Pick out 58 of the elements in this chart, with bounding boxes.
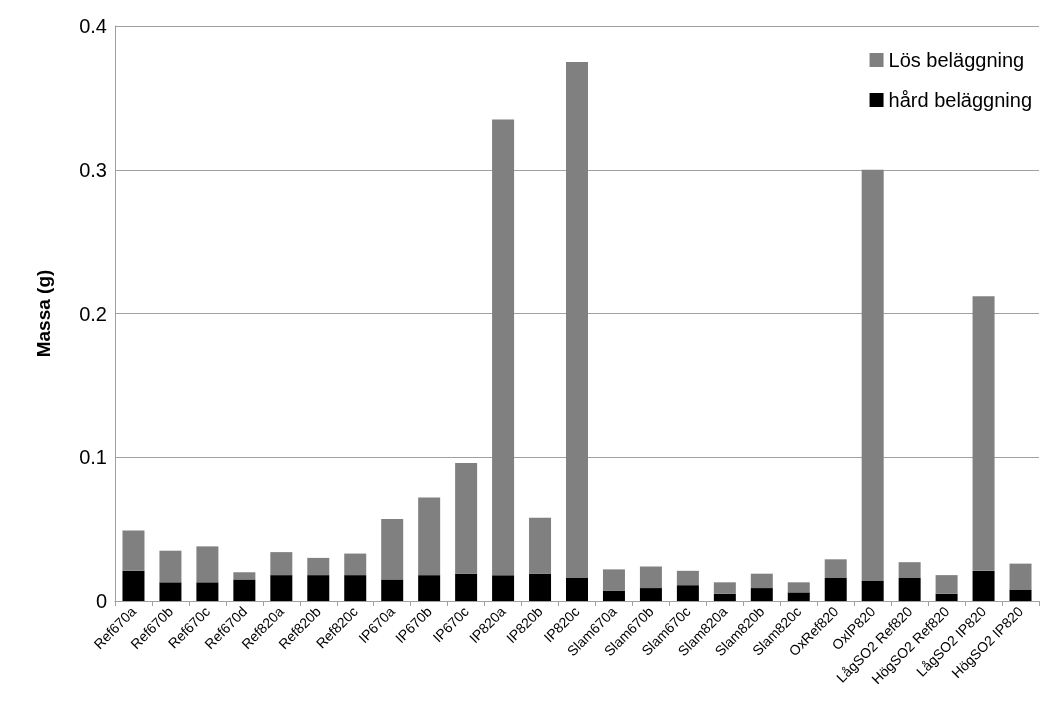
bar (824, 559, 847, 578)
bar (122, 570, 145, 601)
bar (455, 573, 478, 601)
bar (898, 578, 921, 601)
bar (418, 575, 441, 601)
bar (676, 585, 699, 601)
bar (381, 579, 404, 601)
bar (787, 582, 810, 593)
y-tick-label: 0.2 (79, 302, 107, 325)
bar (233, 579, 256, 601)
bar (418, 497, 441, 576)
bar (861, 169, 884, 581)
y-tick-label: 0 (95, 590, 107, 612)
bar (750, 588, 773, 601)
bar (750, 573, 773, 589)
bar (381, 519, 404, 580)
bar (824, 578, 847, 601)
bar (972, 296, 995, 571)
y-axis-title: Massa (g) (33, 269, 54, 358)
bar (566, 61, 588, 578)
bar (233, 572, 256, 580)
bar (159, 582, 182, 601)
bar (122, 530, 145, 571)
bar (196, 582, 219, 601)
bar (529, 573, 552, 601)
y-tick-label: 0.4 (79, 15, 107, 37)
legend-label: Lös beläggning (888, 49, 1025, 71)
bar (492, 575, 515, 601)
bar (270, 552, 293, 576)
bar (344, 553, 367, 576)
bar (639, 588, 662, 601)
y-tick-label: 0.3 (79, 158, 107, 181)
bar (159, 550, 182, 583)
bar (787, 592, 810, 601)
bar (307, 575, 330, 601)
y-tick-label: 0.1 (79, 446, 107, 469)
bar (196, 546, 219, 583)
bar (861, 580, 884, 601)
bar (935, 593, 958, 601)
bar (307, 557, 330, 576)
bar (676, 570, 699, 586)
bar (972, 570, 995, 601)
bar (566, 578, 588, 601)
bar (639, 566, 662, 589)
bar (935, 575, 958, 594)
bar (898, 562, 921, 578)
bar (602, 569, 625, 591)
bar (455, 463, 478, 574)
bar (492, 119, 515, 576)
bar (1009, 563, 1032, 590)
bar (713, 582, 736, 594)
bar (344, 575, 367, 601)
bar (713, 593, 736, 601)
bar (529, 517, 552, 574)
bar (602, 590, 625, 601)
bar (270, 575, 293, 601)
legend-label: hård beläggning (888, 89, 1033, 111)
bar (1009, 589, 1032, 601)
